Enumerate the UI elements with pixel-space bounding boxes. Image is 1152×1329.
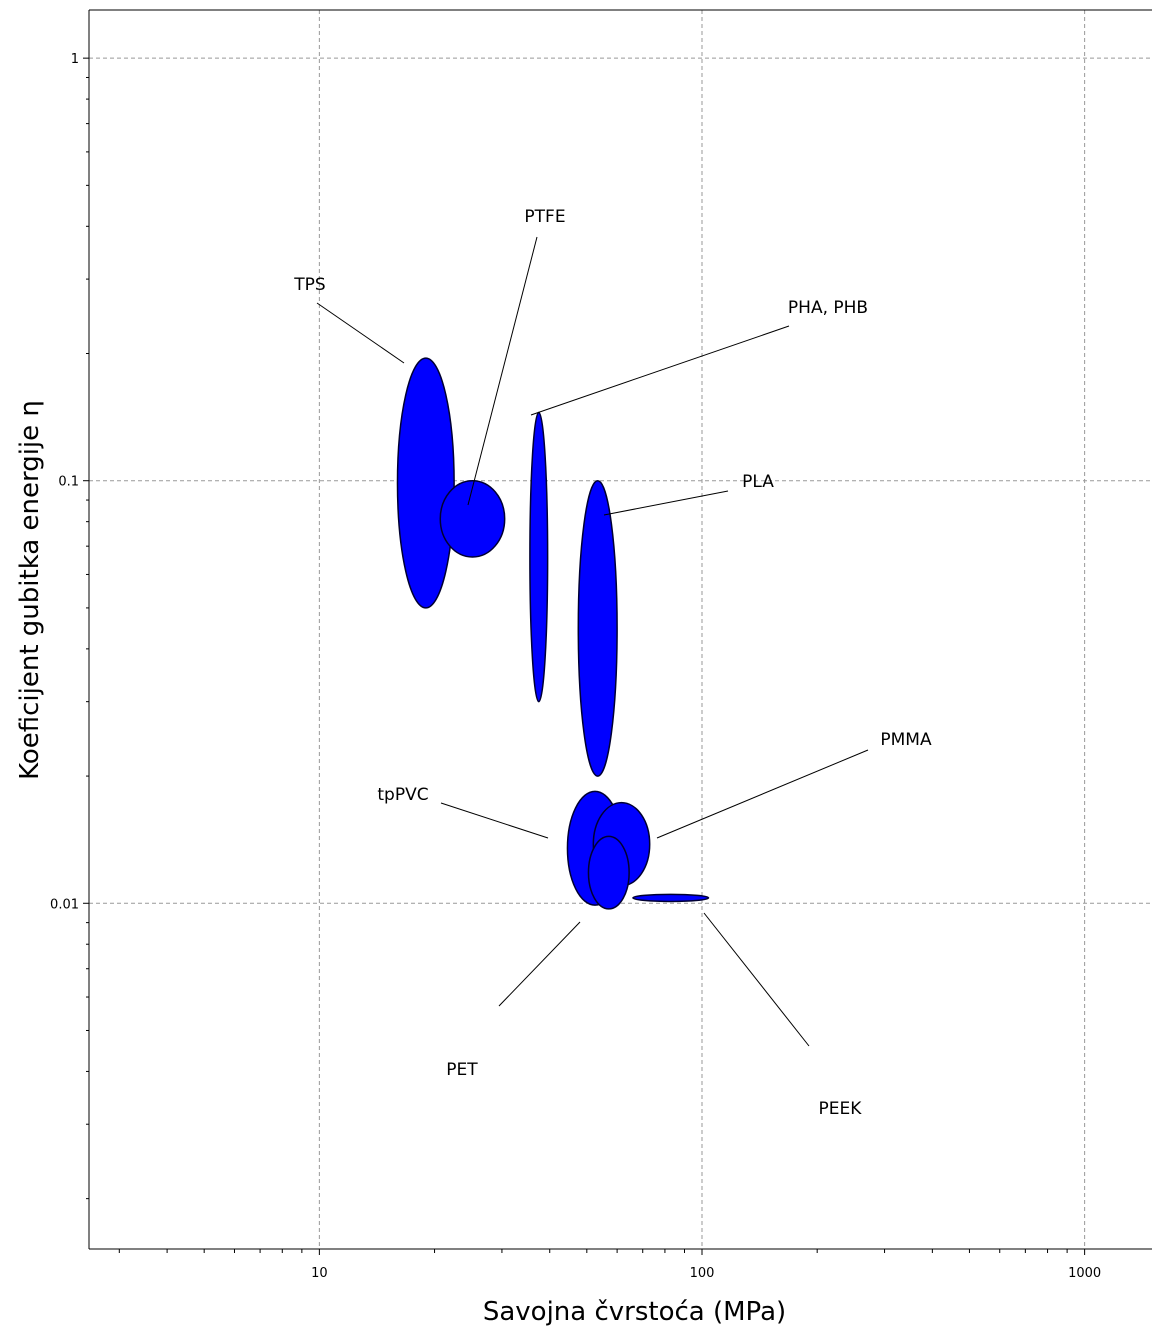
label-pet: PET: [446, 1060, 478, 1080]
label-peek: PEEK: [819, 1099, 863, 1119]
ellipse-pet: [587, 835, 630, 910]
grid: [89, 10, 1152, 1249]
ellipse-pha-phb: [529, 411, 549, 703]
leader-pla: [603, 490, 729, 516]
axes: 10 100 1000 1 0.1 0.01: [50, 9, 1152, 1281]
leader-pmma: [656, 749, 869, 839]
y-tick-label-0-1: 0.1: [58, 475, 79, 490]
x-tick-label-100: 100: [690, 1266, 715, 1281]
label-pmma: PMMA: [880, 730, 932, 750]
x-tick-label-10: 10: [311, 1266, 328, 1281]
ellipse-tps: [396, 357, 455, 609]
leader-tps: [316, 302, 405, 364]
ellipse-pla: [577, 479, 618, 777]
x-axis-title: Savojna čvrstoća (MPa): [483, 1297, 786, 1327]
label-tppvc: tpPVC: [377, 785, 428, 805]
leader-peek: [703, 912, 810, 1047]
leader-pet: [498, 921, 581, 1007]
leader-lines: [316, 236, 869, 1047]
y-tick-label-1: 1: [71, 52, 79, 67]
leader-pha-phb: [530, 325, 790, 416]
label-ptfe: PTFE: [524, 207, 565, 227]
ellipse-ptfe: [439, 479, 506, 558]
material-labels: TPS PTFE PHA, PHB PLA tpPVC PMMA PET PEEK: [293, 207, 932, 1119]
label-pha-phb: PHA, PHB: [788, 298, 868, 318]
ellipse-peek: [632, 893, 710, 903]
leader-tppvc: [440, 802, 549, 839]
y-tick-label-0-01: 0.01: [50, 897, 79, 912]
material-ellipses: [396, 357, 710, 910]
x-tick-label-1000: 1000: [1068, 1266, 1101, 1281]
label-tps: TPS: [293, 275, 325, 295]
leader-ptfe: [467, 236, 538, 506]
label-pla: PLA: [742, 472, 774, 492]
y-axis-title: Koeficijent gubitka energije η: [15, 400, 45, 780]
